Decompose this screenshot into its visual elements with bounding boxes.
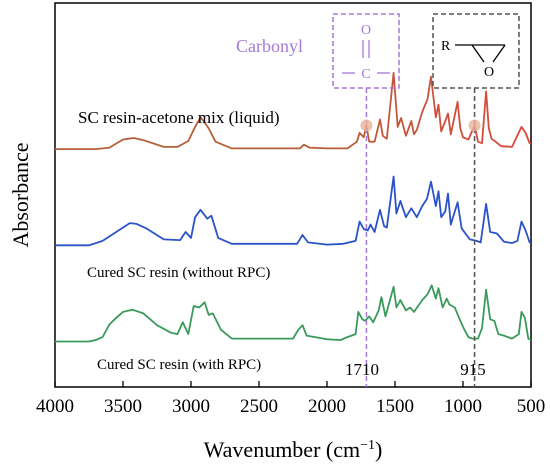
series-line-0 [55, 72, 531, 150]
x-axis-tick-labels: 4000 3500 3000 2500 2000 1500 1000 500 [36, 396, 545, 417]
epoxy-right-bond [492, 44, 506, 63]
series-label-with-rpc: Cured SC resin (with RPC) [97, 357, 261, 373]
x-tick-label-1500: 1500 [376, 396, 414, 417]
epoxy-structure: R O [432, 13, 520, 89]
epoxy-structure-r: R [441, 39, 451, 54]
epoxy-left-bond [471, 44, 485, 63]
x-tick-label-2500: 2500 [240, 396, 278, 417]
carbonyl-structure-oxygen: O [361, 23, 371, 38]
x-tick-label-3500: 3500 [104, 396, 142, 417]
x-tick-label-3000: 3000 [172, 396, 210, 417]
x-axis-ticks [54, 381, 532, 387]
series-lines [55, 72, 532, 343]
x-axis-title-sup: −1 [360, 438, 375, 453]
peak-label-1710: 1710 [345, 360, 379, 379]
x-tick-label-4000: 4000 [36, 396, 74, 417]
series-line-2 [55, 284, 532, 343]
peak-marker-1710 [360, 119, 373, 132]
series-label-liquid: SC resin-acetone mix (liquid) [78, 108, 280, 127]
x-tick-label-2000: 2000 [308, 396, 346, 417]
carbonyl-label: Carbonyl [236, 36, 303, 56]
x-tick-label-1000: 1000 [444, 396, 482, 417]
x-tick-label-500: 500 [517, 396, 546, 417]
peak-label-915: 915 [460, 360, 486, 379]
x-axis-title: Wavenumber (cm−1) [204, 437, 383, 462]
carbonyl-structure-carbon: C [361, 67, 370, 82]
carbonyl-structure-box [332, 13, 400, 89]
series-line-1 [55, 175, 531, 247]
plot-frame [54, 2, 532, 388]
carbonyl-structure: O C [332, 13, 400, 89]
x-axis-title-close: ) [375, 437, 382, 462]
x-axis-title-main: Wavenumber (cm [204, 437, 360, 462]
peak-marker-915 [468, 119, 481, 132]
y-axis-title: Absorbance [8, 142, 33, 247]
epoxy-structure-oxygen: O [484, 65, 494, 80]
series-label-without-rpc: Cured SC resin (without RPC) [87, 265, 270, 281]
epoxy-structure-box [432, 13, 520, 89]
